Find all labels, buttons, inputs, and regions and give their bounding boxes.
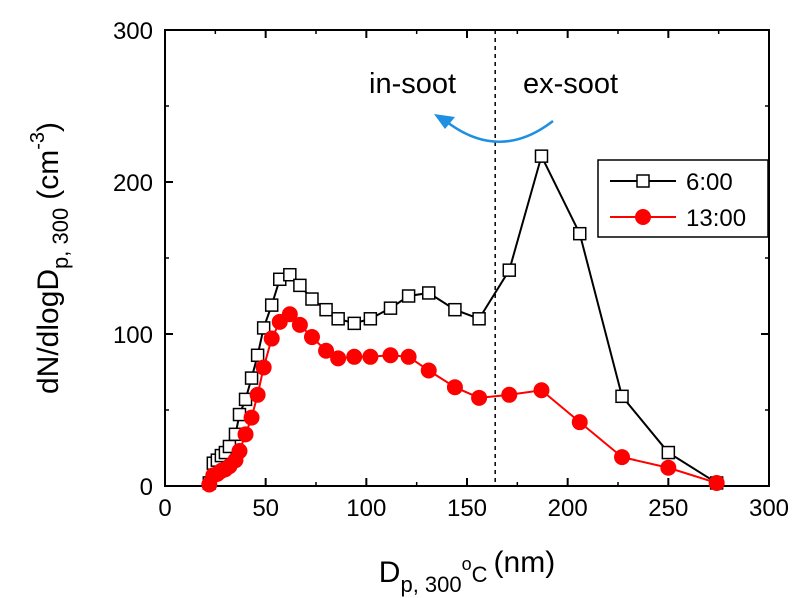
x-tick-label: 250	[648, 495, 688, 522]
axis-ticks: 0 50 100 150 200 250 300 0 100 200 300	[113, 18, 789, 522]
data-point-13-00	[471, 389, 488, 406]
y-axis-title: dN/dlogDp, 300(cm-3)	[27, 122, 73, 394]
data-point-13-00	[446, 379, 463, 396]
data-point-13-00	[303, 329, 320, 346]
data-point-6-00	[244, 371, 259, 385]
y-tick-label: 100	[113, 322, 153, 349]
y-tick-label: 200	[113, 170, 153, 197]
data-point-13-00	[318, 342, 335, 359]
x-tick-label: 0	[158, 495, 171, 522]
data-point-13-00	[346, 348, 363, 365]
legend: 6:00 13:00	[597, 159, 769, 238]
curved-arrow	[446, 120, 554, 143]
data-point-6-00	[319, 302, 333, 317]
data-point-6-00	[502, 263, 517, 277]
annotation-in-soot: in-soot	[369, 68, 456, 100]
x-tick-label: 150	[447, 495, 487, 522]
data-point-13-00	[237, 426, 254, 443]
data-point-13-00	[501, 386, 518, 403]
data-point-13-00	[382, 347, 399, 364]
x-tick-label: 200	[548, 495, 588, 522]
legend-box	[597, 159, 769, 238]
data-point-13-00	[243, 409, 260, 426]
data-point-13-00	[400, 348, 417, 365]
x-axis-title: Dp, 300oC (nm)	[379, 546, 555, 597]
annotation-ex-soot: ex-soot	[523, 68, 618, 100]
data-point-13-00	[708, 474, 725, 491]
data-point-6-00	[661, 445, 676, 460]
data-point-6-00	[363, 312, 378, 326]
x-tick-label: 100	[346, 495, 386, 522]
x-tick-label: 50	[252, 495, 279, 522]
data-point-13-00	[255, 359, 272, 376]
data-point-6-00	[472, 312, 486, 326]
data-point-13-00	[330, 350, 347, 367]
data-point-6-00	[421, 286, 436, 300]
legend-marker-6-00	[636, 174, 650, 188]
data-point-6-00	[264, 298, 279, 312]
data-point-13-00	[614, 449, 631, 466]
y-tick-label: 0	[140, 474, 153, 501]
data-point-13-00	[420, 362, 437, 379]
data-point-6-00	[256, 321, 271, 335]
data-point-13-00	[571, 414, 588, 431]
data-point-6-00	[534, 149, 549, 163]
data-point-13-00	[263, 330, 280, 347]
data-point-6-00	[305, 292, 319, 306]
data-point-13-00	[249, 386, 266, 403]
series-line-1	[208, 312, 717, 485]
data-point-6-00	[615, 389, 629, 404]
data-point-6-00	[293, 278, 307, 293]
data-point-6-00	[572, 226, 587, 241]
data-point-13-00	[362, 348, 379, 365]
x-tick-label: 300	[749, 495, 789, 522]
data-point-6-00	[401, 289, 416, 303]
data-point-13-00	[291, 316, 308, 333]
data-point-6-00	[250, 348, 265, 363]
data-point-6-00	[331, 312, 345, 326]
y-tick-label: 300	[113, 18, 153, 45]
data-point-6-00	[383, 301, 398, 315]
data-point-6-00	[283, 267, 297, 282]
data-point-6-00	[347, 316, 362, 331]
data-point-13-00	[281, 306, 298, 323]
legend-marker-13-00	[635, 209, 651, 225]
data-point-13-00	[660, 459, 677, 476]
data-point-13-00	[231, 443, 248, 460]
series-layer	[201, 149, 725, 493]
legend-label-6-00: 6:00	[686, 169, 733, 196]
data-point-6-00	[448, 302, 462, 317]
arrow-head	[434, 114, 455, 129]
legend-label-13-00: 13:00	[686, 205, 746, 232]
data-point-13-00	[533, 382, 550, 399]
